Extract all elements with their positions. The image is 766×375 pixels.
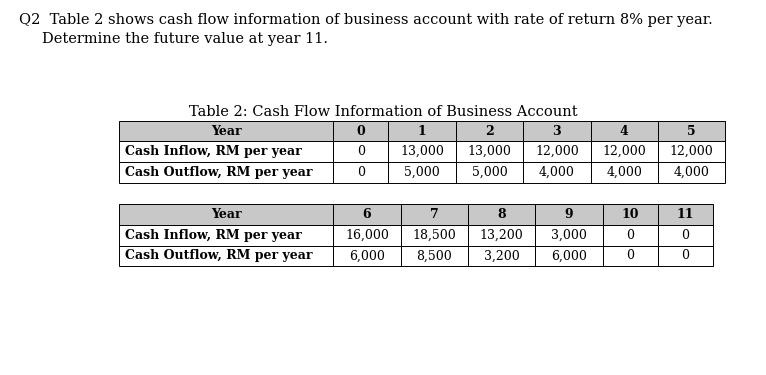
Bar xyxy=(591,121,658,141)
Text: Table 2: Cash Flow Information of Business Account: Table 2: Cash Flow Information of Busine… xyxy=(188,105,578,119)
Text: 4,000: 4,000 xyxy=(539,166,574,179)
Bar xyxy=(603,246,658,266)
Text: 18,500: 18,500 xyxy=(412,229,457,242)
Text: 0: 0 xyxy=(357,166,365,179)
Text: 11: 11 xyxy=(677,208,694,221)
Bar xyxy=(658,141,725,162)
Bar xyxy=(119,225,333,246)
Text: 0: 0 xyxy=(682,249,689,262)
Text: 12,000: 12,000 xyxy=(535,145,579,158)
Text: 13,200: 13,200 xyxy=(480,229,524,242)
Bar xyxy=(401,246,468,266)
Bar xyxy=(468,246,535,266)
Bar xyxy=(523,162,591,183)
Text: 0: 0 xyxy=(356,124,365,138)
Text: 0: 0 xyxy=(627,229,634,242)
Bar xyxy=(119,204,333,225)
Text: 12,000: 12,000 xyxy=(602,145,647,158)
Text: 6,000: 6,000 xyxy=(349,249,385,262)
Text: 4: 4 xyxy=(620,124,629,138)
Text: 3,000: 3,000 xyxy=(552,229,587,242)
Text: Year: Year xyxy=(211,208,241,221)
Bar xyxy=(119,121,333,141)
Text: 6,000: 6,000 xyxy=(552,249,587,262)
Bar xyxy=(119,246,333,266)
Bar xyxy=(401,204,468,225)
Text: 5,000: 5,000 xyxy=(472,166,507,179)
Bar xyxy=(658,204,713,225)
Text: Cash Outflow, RM per year: Cash Outflow, RM per year xyxy=(125,249,313,262)
Bar xyxy=(333,225,401,246)
Bar xyxy=(333,162,388,183)
Text: Cash Inflow, RM per year: Cash Inflow, RM per year xyxy=(125,229,302,242)
Text: Year: Year xyxy=(211,124,241,138)
Bar xyxy=(591,162,658,183)
Text: 6: 6 xyxy=(362,208,372,221)
Text: 0: 0 xyxy=(682,229,689,242)
Bar xyxy=(523,141,591,162)
Text: 13,000: 13,000 xyxy=(400,145,444,158)
Text: Cash Inflow, RM per year: Cash Inflow, RM per year xyxy=(125,145,302,158)
Text: 12,000: 12,000 xyxy=(669,145,714,158)
Bar xyxy=(333,141,388,162)
Text: 5: 5 xyxy=(687,124,696,138)
Text: Cash Outflow, RM per year: Cash Outflow, RM per year xyxy=(125,166,313,179)
Bar xyxy=(468,204,535,225)
Bar xyxy=(523,121,591,141)
Bar xyxy=(603,225,658,246)
Bar xyxy=(658,225,713,246)
Text: 4,000: 4,000 xyxy=(674,166,709,179)
Bar xyxy=(468,225,535,246)
Bar xyxy=(119,162,333,183)
Text: 9: 9 xyxy=(565,208,574,221)
Bar xyxy=(333,204,401,225)
Bar xyxy=(456,162,523,183)
Bar xyxy=(456,121,523,141)
Text: 8,500: 8,500 xyxy=(417,249,452,262)
Bar xyxy=(388,141,456,162)
Bar xyxy=(456,141,523,162)
Bar xyxy=(603,204,658,225)
Bar xyxy=(119,141,333,162)
Text: 7: 7 xyxy=(430,208,439,221)
Text: 10: 10 xyxy=(622,208,639,221)
Bar xyxy=(658,162,725,183)
Text: 13,000: 13,000 xyxy=(467,145,512,158)
Text: 0: 0 xyxy=(627,249,634,262)
Bar xyxy=(401,225,468,246)
Bar xyxy=(388,121,456,141)
Text: 5,000: 5,000 xyxy=(404,166,440,179)
Text: Determine the future value at year 11.: Determine the future value at year 11. xyxy=(42,32,328,46)
Bar xyxy=(535,225,603,246)
Bar xyxy=(333,121,388,141)
Text: 1: 1 xyxy=(417,124,427,138)
Text: 2: 2 xyxy=(485,124,494,138)
Bar xyxy=(658,121,725,141)
Text: 3,200: 3,200 xyxy=(484,249,519,262)
Bar xyxy=(333,246,401,266)
Bar xyxy=(535,204,603,225)
Text: Q2  Table 2 shows cash flow information of business account with rate of return : Q2 Table 2 shows cash flow information o… xyxy=(19,13,713,27)
Bar xyxy=(388,162,456,183)
Text: 3: 3 xyxy=(552,124,561,138)
Text: 0: 0 xyxy=(357,145,365,158)
Bar xyxy=(658,246,713,266)
Text: 8: 8 xyxy=(497,208,506,221)
Bar xyxy=(535,246,603,266)
Text: 16,000: 16,000 xyxy=(345,229,389,242)
Text: 4,000: 4,000 xyxy=(607,166,642,179)
Bar xyxy=(591,141,658,162)
